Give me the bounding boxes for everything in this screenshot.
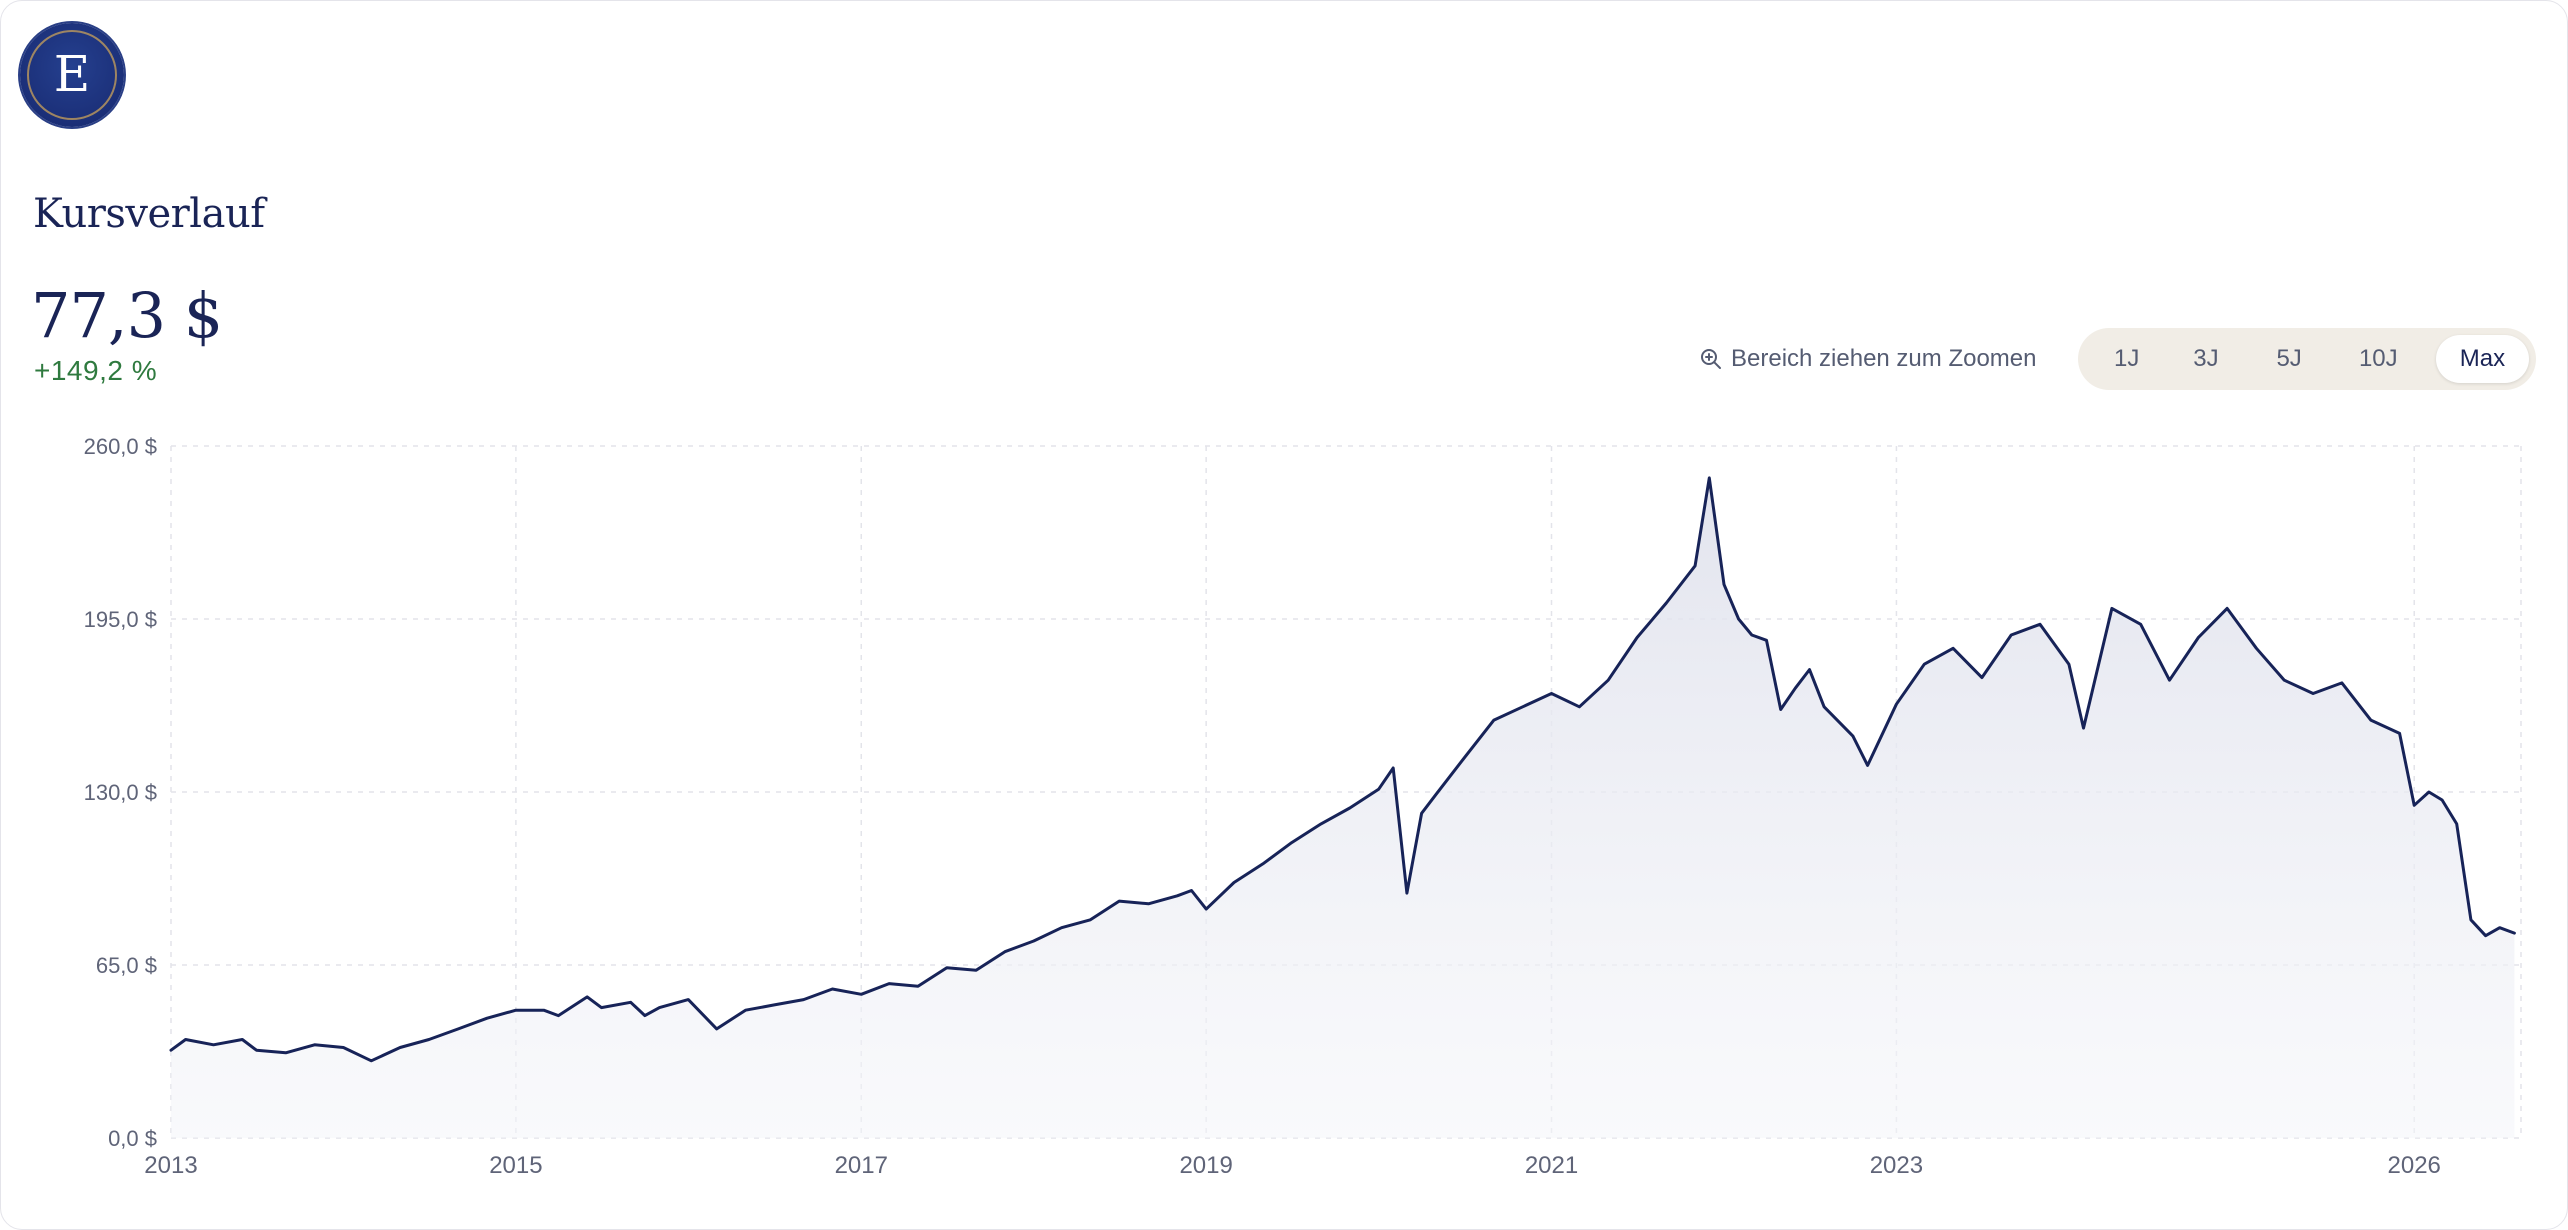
range-button-5j[interactable]: 5J xyxy=(2276,345,2302,372)
x-tick-label: 2021 xyxy=(1525,1152,1578,1179)
x-tick-label: 2026 xyxy=(2388,1152,2441,1179)
y-tick-label: 0,0 $ xyxy=(108,1126,157,1151)
price-change: +149,2 % xyxy=(34,355,158,386)
x-tick-label: 2015 xyxy=(489,1152,542,1179)
y-tick-label: 65,0 $ xyxy=(96,953,157,978)
line-layer xyxy=(169,476,2516,1063)
y-axis-ticks: 0,0 $ 65,0 $ 130,0 $ 195,0 $ 260,0 $ xyxy=(84,434,157,1151)
x-axis-ticks: 2013 2015 2017 2019 2021 2023 2026 xyxy=(144,1152,2441,1179)
current-price: 77,3 $ xyxy=(31,279,223,352)
logo-ring xyxy=(27,30,117,120)
section-title: Kursverlauf xyxy=(33,191,265,237)
x-tick-label: 2013 xyxy=(144,1152,197,1179)
logo-letter: E xyxy=(53,45,91,103)
range-switch: 1J 3J 5J 10J Max xyxy=(2078,328,2536,390)
x-tick-label: 2017 xyxy=(835,1152,888,1179)
y-tick-label: 260,0 $ xyxy=(84,434,157,459)
range-button-3j[interactable]: 3J xyxy=(2193,345,2219,372)
y-tick-label: 130,0 $ xyxy=(84,780,157,805)
zoom-hint-label: Bereich ziehen zum Zoomen xyxy=(1731,345,2037,372)
price-area xyxy=(171,477,2515,1138)
range-button-max[interactable]: Max xyxy=(2435,335,2529,383)
area-layer xyxy=(171,477,2515,1138)
x-tick-label: 2023 xyxy=(1870,1152,1923,1179)
brand-logo[interactable]: E xyxy=(20,23,124,127)
zoom-hint: Bereich ziehen zum Zoomen xyxy=(1699,341,2036,377)
y-tick-label: 195,0 $ xyxy=(84,607,157,632)
range-button-1j[interactable]: 1J xyxy=(2113,345,2140,372)
range-button-10j[interactable]: 10J xyxy=(2358,345,2398,372)
zoom-in-icon xyxy=(1701,349,1721,369)
x-tick-label: 2019 xyxy=(1179,1152,1232,1179)
price-line xyxy=(169,476,2516,1063)
